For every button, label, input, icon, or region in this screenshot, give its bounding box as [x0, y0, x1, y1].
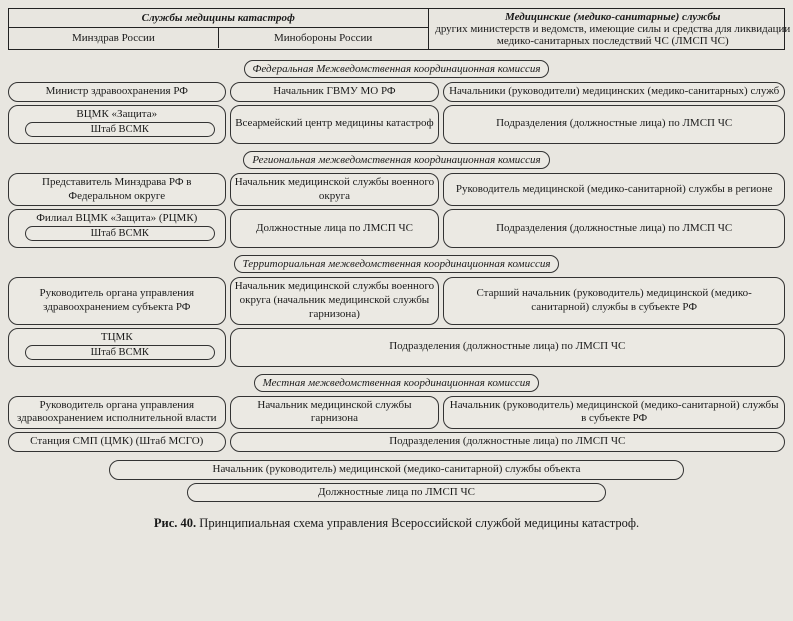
header-left: Службы медицины катастроф Минздрав Росси…: [9, 9, 428, 49]
loc-r1c3: Начальник (руководитель) медицинской (ме…: [443, 396, 785, 430]
territorial-row2: ТЦМК Штаб ВСМК Подразделения (должностны…: [8, 328, 785, 367]
reg-r1c2: Начальник медицинской службы военного ок…: [230, 173, 440, 207]
local-row2: Станция СМП (ЦМК) (Штаб МСГО) Подразделе…: [8, 432, 785, 452]
territorial-row1: Руководитель органа управления здравоохр…: [8, 277, 785, 324]
banner-regional: Региональная межведомственная координаци…: [243, 151, 549, 169]
reg-r1c3: Руководитель медицинской (медико-санитар…: [443, 173, 785, 207]
regional-row1: Представитель Минздрава РФ в Федеральном…: [8, 173, 785, 207]
loc-r1c2: Начальник медицинской службы гарнизона: [230, 396, 440, 430]
figure-caption: Рис. 40. Принципиальная схема управления…: [8, 516, 785, 531]
loc-r1c1: Руководитель органа управления здравоохр…: [8, 396, 226, 430]
bottom-row1: Начальник (руководитель) медицинской (ме…: [8, 460, 785, 480]
loc-r2c1: Станция СМП (ЦМК) (Штаб МСГО): [8, 432, 226, 452]
reg-filial-box: Филиал ВЦМК «Защита» (РЦМК) Штаб ВСМК: [8, 209, 226, 248]
local-row1: Руководитель органа управления здравоохр…: [8, 396, 785, 430]
ter-tcmk-box: ТЦМК Штаб ВСМК: [8, 328, 226, 367]
header-right: Медицинские (медико-санитарные) службы д…: [428, 9, 793, 49]
bottom-row2: Должностные лица по ЛМСП ЧС: [8, 483, 785, 503]
fed-shtab-vsmk: Штаб ВСМК: [25, 122, 215, 137]
regional-row2: Филиал ВЦМК «Защита» (РЦМК) Штаб ВСМК До…: [8, 209, 785, 248]
ter-r2c3: Подразделения (должностные лица) по ЛМСП…: [230, 328, 785, 367]
banner-local: Местная межведомственная координационная…: [254, 374, 540, 392]
header-right-sub: других министерств и ведомств, имеющие с…: [435, 23, 792, 47]
ter-tcmk-label: ТЦМК: [11, 331, 223, 343]
ter-r2c1: ТЦМК Штаб ВСМК: [8, 328, 226, 367]
fed-r1c1: Министр здравоохранения РФ: [8, 82, 226, 102]
reg-r1c1: Представитель Минздрава РФ в Федеральном…: [8, 173, 226, 207]
reg-r2c1: Филиал ВЦМК «Защита» (РЦМК) Штаб ВСМК: [8, 209, 226, 248]
federal-row1: Министр здравоохранения РФ Начальник ГВМ…: [8, 82, 785, 102]
bottom-b1: Начальник (руководитель) медицинской (ме…: [109, 460, 684, 480]
banner-territorial: Территориальная межведомственная координ…: [234, 255, 560, 273]
bottom-b2: Должностные лица по ЛМСП ЧС: [187, 483, 607, 503]
ter-shtab-vsmk: Штаб ВСМК: [25, 345, 215, 360]
header-left-cells: Минздрав России Минобороны России: [9, 28, 428, 48]
caption-label: Рис. 40.: [154, 516, 196, 530]
fed-r1c2: Начальник ГВМУ МО РФ: [230, 82, 440, 102]
fed-vcmk-box: ВЦМК «Защита» Штаб ВСМК: [8, 105, 226, 144]
header-cell-minoborony: Минобороны России: [219, 28, 428, 48]
federal-row2: ВЦМК «Защита» Штаб ВСМК Всеармейский цен…: [8, 105, 785, 144]
fed-r2c2: Всеармейский центр медицины катастроф: [230, 105, 440, 144]
loc-r2c3: Подразделения (должностные лица) по ЛМСП…: [230, 432, 785, 452]
reg-shtab-vsmk: Штаб ВСМК: [25, 226, 215, 241]
reg-filial-label: Филиал ВЦМК «Защита» (РЦМК): [11, 212, 223, 224]
caption-text: Принципиальная схема управления Всеросси…: [196, 516, 639, 530]
reg-r2c2: Должностные лица по ЛМСП ЧС: [230, 209, 440, 248]
fed-r1c3: Начальники (руководители) медицинских (м…: [443, 82, 785, 102]
banner-federal: Федеральная Межведомственная координацио…: [244, 60, 550, 78]
ter-r1c1: Руководитель органа управления здравоохр…: [8, 277, 226, 324]
ter-r1c3: Старший начальник (руководитель) медицин…: [443, 277, 785, 324]
header-table: Службы медицины катастроф Минздрав Росси…: [8, 8, 785, 50]
reg-r2c3: Подразделения (должностные лица) по ЛМСП…: [443, 209, 785, 248]
header-right-title: Медицинские (медико-санитарные) службы: [505, 11, 720, 23]
fed-r2c1: ВЦМК «Защита» Штаб ВСМК: [8, 105, 226, 144]
fed-r2c3: Подразделения (должностные лица) по ЛМСП…: [443, 105, 785, 144]
header-left-title: Службы медицины катастроф: [9, 9, 428, 28]
header-cell-minzdrav: Минздрав России: [9, 28, 219, 48]
ter-r1c2: Начальник медицинской службы военного ок…: [230, 277, 440, 324]
fed-vcmk-label: ВЦМК «Защита»: [11, 108, 223, 120]
